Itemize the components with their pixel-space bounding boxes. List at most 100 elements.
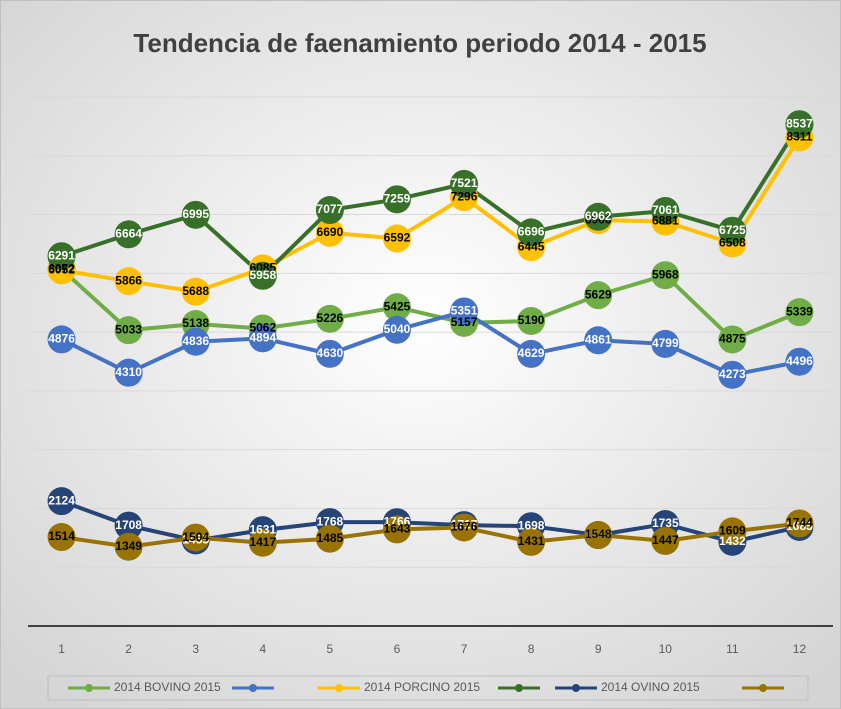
data-label: 1349 [115, 539, 142, 553]
x-tick-label: 12 [793, 642, 807, 656]
x-tick-label: 8 [528, 642, 535, 656]
marker [517, 527, 546, 556]
x-tick-label: 1 [58, 642, 65, 656]
data-label: 4875 [719, 332, 746, 346]
data-label: 5629 [585, 287, 612, 301]
marker [517, 339, 546, 368]
legend-marker [249, 684, 257, 692]
marker [718, 325, 747, 354]
data-label: 5226 [317, 311, 344, 325]
x-tick-label: 10 [659, 642, 673, 656]
marker [315, 304, 344, 333]
marker [315, 218, 344, 247]
marker [114, 532, 143, 561]
legend-label: 2014 OVINO 2015 [601, 680, 700, 694]
data-label: 5033 [115, 322, 142, 336]
marker [785, 347, 814, 376]
data-label: 1485 [317, 531, 344, 545]
data-label: 5958 [249, 268, 276, 282]
x-tick-label: 4 [259, 642, 266, 656]
data-label: 7061 [652, 203, 679, 217]
marker [181, 277, 210, 306]
chart-title: Tendencia de faenamiento periodo 2014 - … [133, 28, 706, 58]
data-label: 6664 [115, 226, 142, 240]
marker [382, 224, 411, 253]
marker [114, 511, 143, 540]
data-label: 6445 [518, 239, 545, 253]
marker [517, 306, 546, 335]
data-label: 4836 [182, 334, 209, 348]
data-label: 6690 [317, 225, 344, 239]
data-label: 1514 [48, 529, 75, 543]
data-label: 1504 [182, 530, 209, 544]
data-label: 5866 [115, 273, 142, 287]
marker [450, 513, 479, 542]
marker [181, 327, 210, 356]
data-label: 1548 [585, 527, 612, 541]
x-tick-label: 6 [394, 642, 401, 656]
data-label: 1685 [786, 519, 813, 533]
data-label: 1631 [249, 522, 276, 536]
data-label: 6592 [384, 231, 411, 245]
marker [651, 526, 680, 555]
marker [450, 297, 479, 326]
marker [114, 316, 143, 345]
data-label: 6906 [585, 212, 612, 226]
data-label: 5062 [249, 321, 276, 335]
data-label: 1768 [317, 514, 344, 528]
data-label: 7521 [451, 176, 478, 190]
marker [651, 329, 680, 358]
marker [785, 298, 814, 327]
data-label: 7259 [384, 192, 411, 206]
marker [651, 196, 680, 225]
data-label: 1744 [786, 516, 813, 530]
marker [382, 185, 411, 214]
data-label: 1455 [182, 533, 209, 547]
data-label: 5968 [652, 267, 679, 281]
marker [47, 325, 76, 354]
legend-box [47, 675, 809, 701]
marker [315, 196, 344, 225]
data-label: 1432 [719, 534, 746, 548]
data-label: 4310 [115, 365, 142, 379]
data-label: 5351 [451, 304, 478, 318]
data-label: 5190 [518, 313, 545, 327]
marker [181, 523, 210, 552]
legend-marker [335, 684, 343, 692]
marker [248, 528, 277, 557]
marker [181, 200, 210, 229]
legend-marker [515, 684, 523, 692]
data-label: 1609 [719, 524, 746, 538]
data-label: 4496 [786, 354, 813, 368]
marker [248, 324, 277, 353]
marker [114, 220, 143, 249]
marker [382, 515, 411, 544]
marker [584, 202, 613, 231]
marker [114, 267, 143, 296]
x-tick-label: 5 [327, 642, 334, 656]
marker [248, 261, 277, 290]
data-label: 4799 [652, 336, 679, 350]
data-label: 1676 [451, 520, 478, 534]
legend-label: 2014 PORCINO 2015 [364, 680, 480, 694]
marker [651, 261, 680, 290]
data-label: 6072 [48, 261, 75, 275]
marker [114, 358, 143, 387]
data-label: 1698 [518, 518, 545, 532]
data-label: 4861 [585, 332, 612, 346]
data-label: 5157 [451, 315, 478, 329]
marker [785, 110, 814, 139]
data-label: 5339 [786, 304, 813, 318]
data-label: 6085 [249, 261, 276, 275]
data-label: 7077 [317, 202, 344, 216]
marker [47, 523, 76, 552]
x-tick-label: 11 [726, 642, 739, 656]
legend-marker [572, 684, 580, 692]
data-label: 7296 [451, 189, 478, 203]
data-label: 4894 [249, 331, 276, 345]
data-label: 6052 [48, 262, 75, 276]
data-label: 4630 [317, 346, 344, 360]
data-label: 5138 [182, 316, 209, 330]
x-tick-label: 2 [125, 642, 132, 656]
